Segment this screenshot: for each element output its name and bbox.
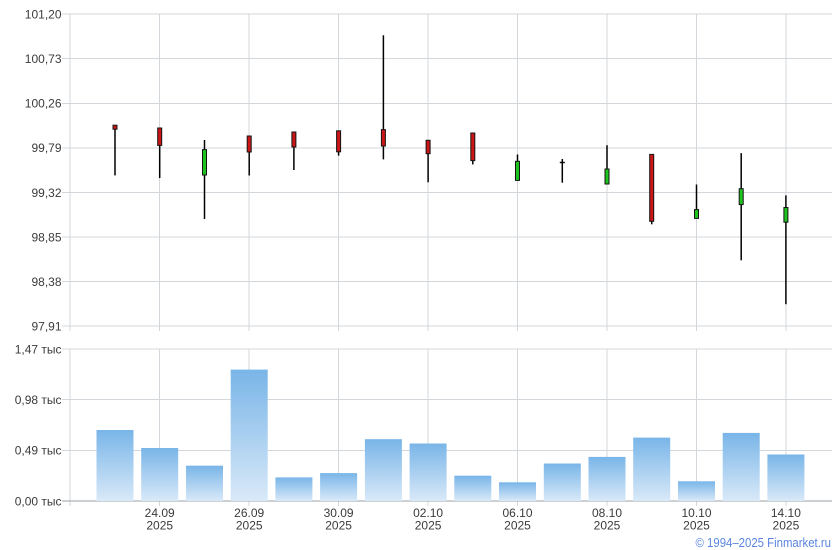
svg-text:98,85: 98,85 [31,230,61,244]
svg-text:10.10: 10.10 [681,506,711,520]
svg-text:101,20: 101,20 [25,8,62,22]
svg-text:2025: 2025 [146,519,173,533]
svg-text:0,98 тыс: 0,98 тыс [15,393,62,407]
svg-text:1,47 тыс: 1,47 тыс [15,342,62,356]
svg-text:24.09: 24.09 [145,506,175,520]
svg-text:2025: 2025 [325,519,352,533]
svg-text:0,49 тыс: 0,49 тыс [15,444,62,458]
svg-text:2025: 2025 [773,519,800,533]
svg-text:2025: 2025 [236,519,263,533]
svg-text:99,79: 99,79 [31,141,61,155]
svg-text:100,26: 100,26 [25,97,62,111]
svg-text:14.10: 14.10 [771,506,801,520]
svg-text:2025: 2025 [415,519,442,533]
svg-text:08.10: 08.10 [592,506,622,520]
svg-text:97,91: 97,91 [31,319,61,333]
svg-text:26.09: 26.09 [234,506,264,520]
svg-text:02.10: 02.10 [413,506,443,520]
svg-text:2025: 2025 [504,519,531,533]
svg-text:© 1994–2025 Finmarket.ru: © 1994–2025 Finmarket.ru [696,535,832,550]
svg-text:2025: 2025 [594,519,621,533]
svg-text:99,32: 99,32 [31,186,61,200]
svg-text:30.09: 30.09 [324,506,354,520]
svg-text:06.10: 06.10 [502,506,532,520]
svg-text:2025: 2025 [683,519,710,533]
svg-text:0,00 тыс: 0,00 тыс [15,494,62,508]
svg-text:98,38: 98,38 [31,275,61,289]
svg-text:100,73: 100,73 [25,52,62,66]
